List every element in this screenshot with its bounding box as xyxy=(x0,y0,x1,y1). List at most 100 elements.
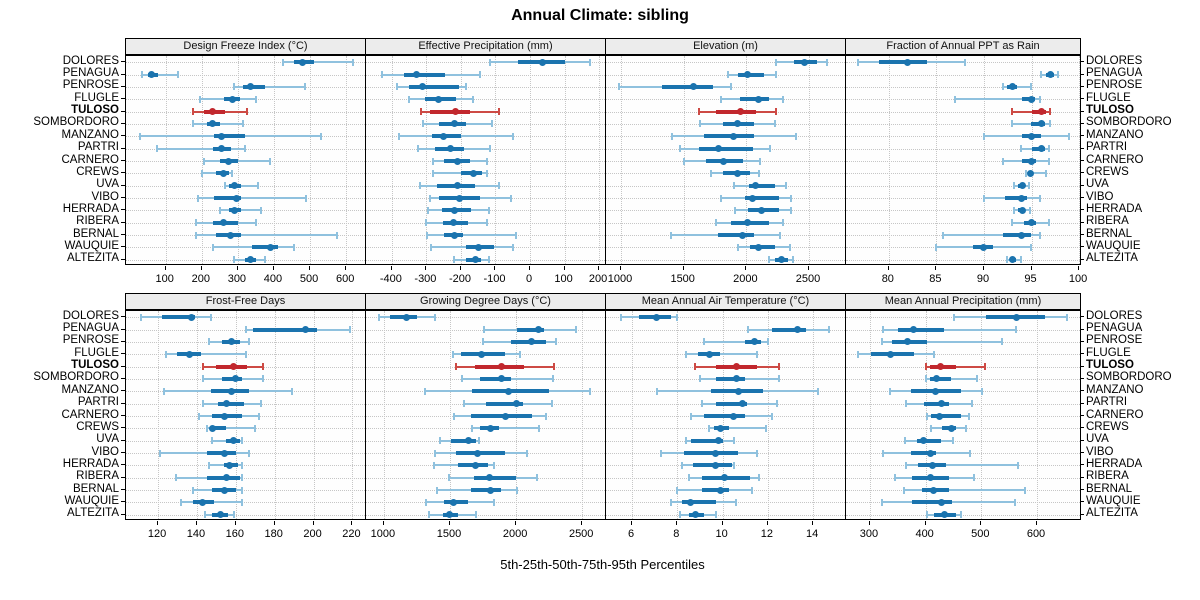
median-dot xyxy=(929,486,937,494)
whisker-cap-95th xyxy=(735,498,738,506)
median-dot xyxy=(449,219,457,227)
whisker-cap-5th xyxy=(201,363,204,371)
y-axis-tick xyxy=(121,73,125,75)
y-axis-tick xyxy=(1080,452,1084,454)
median-dot xyxy=(402,313,410,321)
whisker-cap-5th xyxy=(191,108,194,116)
whisker-cap-95th xyxy=(983,363,986,371)
whisker-cap-95th xyxy=(951,437,954,445)
x-axis-tick-label: 600 xyxy=(335,273,355,285)
y-axis-tick xyxy=(121,246,125,248)
median-dot xyxy=(226,461,234,469)
whisker-5th-95th xyxy=(955,98,1041,101)
median-dot xyxy=(228,338,236,346)
site-label-right: ALTEZITA xyxy=(1086,252,1138,265)
median-dot xyxy=(222,400,230,408)
whisker-cap-5th xyxy=(1013,206,1016,214)
whisker-cap-5th xyxy=(433,449,436,457)
whisker-cap-5th xyxy=(1010,219,1013,227)
x-axis-tick-label: 8 xyxy=(673,528,680,540)
site-label-right: MANZANO xyxy=(1086,383,1144,396)
median-dot xyxy=(512,400,520,408)
y-axis-tick xyxy=(121,61,125,63)
site-label-right: TULOSO xyxy=(1086,359,1134,372)
x-axis-tick xyxy=(157,521,159,525)
y-axis-tick xyxy=(121,147,125,149)
site-label-right: CARNERO xyxy=(1086,408,1144,421)
whisker-5th-95th xyxy=(686,353,757,356)
whisker-cap-5th xyxy=(420,108,423,116)
whisker-cap-95th xyxy=(757,474,760,482)
whisker-cap-95th xyxy=(766,338,769,346)
x-axis-tick xyxy=(515,521,517,525)
h-gridline xyxy=(606,317,845,319)
median-dot xyxy=(1028,157,1036,165)
bar-25th-75th xyxy=(252,245,278,250)
whisker-cap-5th xyxy=(191,120,194,128)
bar-25th-75th xyxy=(715,401,748,406)
whisker-cap-5th xyxy=(421,120,424,128)
whisker-cap-5th xyxy=(1040,71,1043,79)
whisker-cap-95th xyxy=(757,169,760,177)
v-gridline xyxy=(677,311,679,519)
bar-25th-75th xyxy=(210,426,227,431)
whisker-cap-95th xyxy=(785,182,788,190)
site-label-right: RIBERA xyxy=(1086,215,1129,228)
whisker-cap-5th xyxy=(1005,256,1008,264)
x-axis-tick xyxy=(459,266,461,270)
whisker-cap-5th xyxy=(660,449,663,457)
whisker-cap-95th xyxy=(242,120,245,128)
median-dot xyxy=(469,169,477,177)
bar-25th-75th xyxy=(403,72,446,77)
h-gridline xyxy=(846,74,1080,76)
whisker-cap-95th xyxy=(262,363,264,371)
y-axis-tick xyxy=(121,513,125,515)
median-dot xyxy=(730,132,738,140)
whisker-cap-5th xyxy=(710,169,713,177)
whisker-cap-95th xyxy=(730,83,733,91)
site-label-right: UVA xyxy=(1086,433,1109,446)
whisker-cap-5th xyxy=(701,400,704,408)
v-gridline xyxy=(809,56,811,264)
h-gridline xyxy=(846,440,1080,442)
y-axis-tick xyxy=(121,402,125,404)
h-gridline xyxy=(606,74,845,76)
site-label-right: WAUQUIE xyxy=(1086,239,1141,252)
whisker-cap-95th xyxy=(478,437,481,445)
x-axis-tick-label: 1000 xyxy=(607,273,633,285)
site-label-right: VIBO xyxy=(1086,190,1114,203)
h-gridline xyxy=(126,490,365,492)
whisker-cap-5th xyxy=(203,511,206,519)
median-dot xyxy=(435,95,443,103)
v-gridline xyxy=(158,311,160,519)
whisker-cap-95th xyxy=(177,71,180,79)
bar-25th-75th xyxy=(879,60,927,65)
h-gridline xyxy=(846,198,1080,200)
y-axis-tick xyxy=(121,316,125,318)
whisker-cap-5th xyxy=(281,58,284,66)
median-dot xyxy=(298,58,306,66)
whisker-cap-5th xyxy=(882,449,885,457)
whisker-cap-5th xyxy=(432,157,435,165)
whisker-cap-95th xyxy=(1013,498,1016,506)
median-dot xyxy=(1008,256,1016,264)
whisker-cap-5th xyxy=(448,474,451,482)
x-axis-tick xyxy=(1078,266,1080,270)
whisker-cap-95th xyxy=(1067,132,1070,140)
x-axis-tick xyxy=(868,521,870,525)
site-label-left: TULOSO xyxy=(71,104,119,117)
y-axis-tick xyxy=(1080,353,1084,355)
whisker-cap-95th xyxy=(1066,313,1069,321)
median-dot xyxy=(464,437,472,445)
whisker-cap-95th xyxy=(465,83,468,91)
h-gridline xyxy=(846,185,1080,187)
median-dot xyxy=(230,437,238,445)
whisker-cap-5th xyxy=(746,326,749,334)
whisker-cap-95th xyxy=(1023,486,1026,494)
whisker-cap-5th xyxy=(198,95,201,103)
whisker-cap-5th xyxy=(1001,83,1004,91)
y-axis-tick xyxy=(121,209,125,211)
median-dot xyxy=(1008,83,1016,91)
h-gridline xyxy=(126,477,365,479)
whisker-cap-5th xyxy=(926,511,929,519)
